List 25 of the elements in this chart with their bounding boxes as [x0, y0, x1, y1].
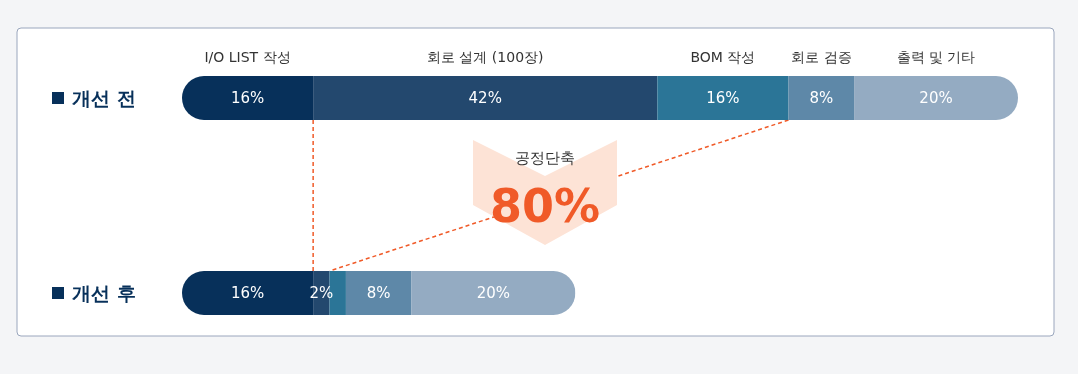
bar: [345, 271, 412, 315]
data-label: 20%: [476, 284, 511, 302]
data-label: 16%: [230, 89, 265, 107]
data-label: 16%: [706, 89, 740, 107]
bar: [657, 76, 789, 120]
bar: [182, 76, 314, 120]
y-tick-label: 개선 후: [72, 282, 136, 304]
series-label: BOM 작성: [690, 49, 756, 65]
bar: [411, 271, 576, 315]
data-label: 16%: [230, 284, 265, 302]
series-label: 회로 검증: [791, 49, 852, 65]
data-label: 20%: [919, 89, 953, 107]
y-tick-label: 개선 전: [72, 87, 136, 109]
annotation: 공정단축: [515, 149, 575, 167]
bar: [854, 76, 1018, 120]
data-label: 42%: [468, 89, 502, 107]
series-label: 회로 설계 (100장): [426, 49, 544, 65]
data-label: 8%: [366, 284, 391, 302]
data-label: 8%: [809, 89, 834, 107]
annotation: 80%: [489, 179, 601, 233]
data-label: 2%: [309, 284, 334, 302]
bar: [788, 76, 855, 120]
series-label: I/O LIST 작성: [204, 49, 291, 65]
bar: [313, 76, 658, 120]
series-label: 출력 및 기타: [896, 49, 976, 65]
